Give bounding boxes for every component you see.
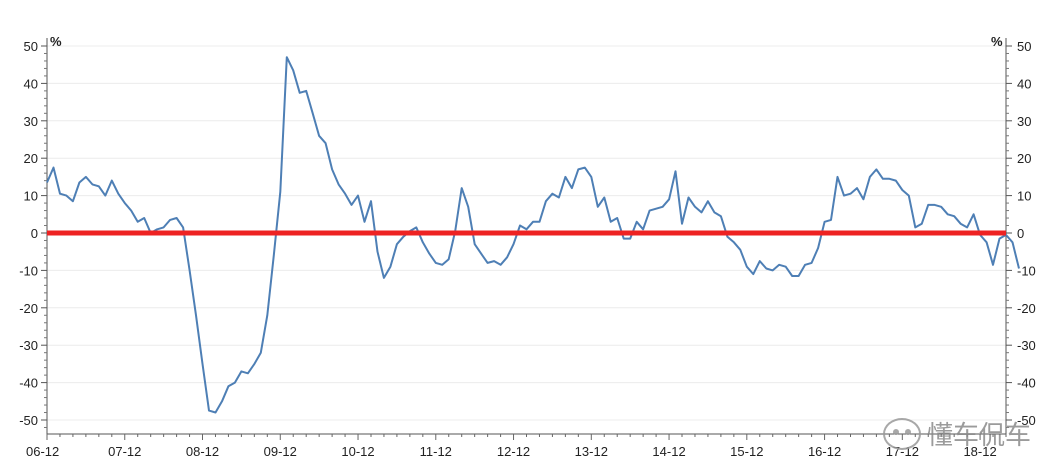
watermark-logo-icon <box>882 417 921 450</box>
series-layer <box>46 56 1020 414</box>
y-tick-label-right: 30 <box>1017 114 1031 129</box>
y-tick-label-right: -10 <box>1017 263 1036 278</box>
x-tick-label: 09-12 <box>264 444 297 459</box>
y-tick-label-left: -20 <box>19 301 38 316</box>
right-y-tick-labels: 50 40 30 20 10 0 -10 -20 -30 -40 -50 <box>1017 39 1036 428</box>
y-tick-label-left: -50 <box>19 413 38 428</box>
y-tick-label-right: -30 <box>1017 338 1036 353</box>
y-tick-label-left: -40 <box>19 376 38 391</box>
x-tick-label: 10-12 <box>341 444 374 459</box>
y-tick-label-left: 40 <box>24 76 38 91</box>
y-tick-label-right: 10 <box>1017 189 1031 204</box>
minor-ticks <box>41 45 1012 440</box>
y-tick-label-right: 20 <box>1017 151 1031 166</box>
watermark: 懂车侃车 <box>882 415 1031 452</box>
y-tick-label-right: 50 <box>1017 39 1031 54</box>
y-tick-label-left: -10 <box>19 263 38 278</box>
x-tick-label: 15-12 <box>730 444 763 459</box>
right-unit-label: % <box>991 34 1003 49</box>
data-series-line <box>46 56 1020 414</box>
x-tick-label: 16-12 <box>808 444 841 459</box>
y-tick-label-left: 10 <box>24 189 38 204</box>
y-tick-label-right: -40 <box>1017 376 1036 391</box>
y-tick-label-right: -50 <box>1017 413 1036 428</box>
left-y-tick-labels: 50 40 30 20 10 0 -10 -20 -30 -40 -50 <box>19 39 38 428</box>
y-tick-label-left: 30 <box>24 114 38 129</box>
x-tick-label: 07-12 <box>108 444 141 459</box>
watermark-text: 懂车侃车 <box>926 421 1031 451</box>
y-tick-label-left: 50 <box>24 39 38 54</box>
x-tick-label: 11-12 <box>420 444 452 459</box>
y-tick-label-left: -30 <box>19 338 38 353</box>
x-tick-label: 18-12 <box>963 444 996 459</box>
x-tick-labels: 06-12 07-12 08-12 09-12 10-12 11-12 12-12 13-12… <box>26 444 997 459</box>
y-tick-label-right: -20 <box>1017 301 1036 316</box>
y-tick-label-left: 0 <box>31 226 38 241</box>
x-tick-label: 12-12 <box>497 444 530 459</box>
y-tick-label-right: 40 <box>1017 76 1031 91</box>
x-tick-label: 06-12 <box>26 444 59 459</box>
y-tick-label-right: 0 <box>1017 226 1024 241</box>
x-tick-label: 13-12 <box>575 444 608 459</box>
left-unit-label: % <box>50 34 62 49</box>
x-tick-label: 08-12 <box>186 444 219 459</box>
x-tick-label: 14-12 <box>652 444 685 459</box>
y-tick-label-left: 20 <box>24 151 38 166</box>
